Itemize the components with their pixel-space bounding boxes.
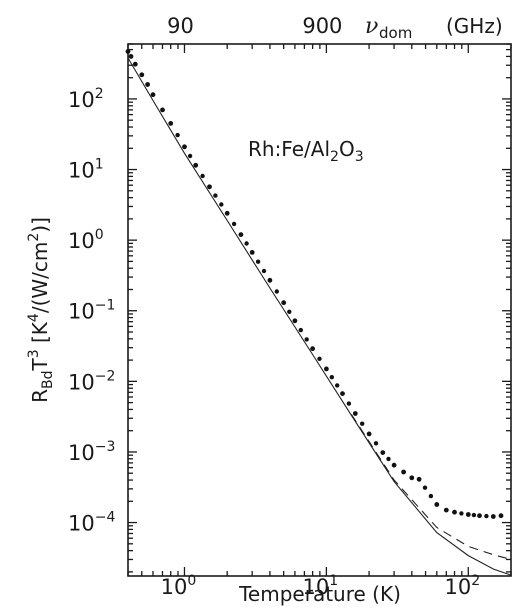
data-point <box>459 511 464 516</box>
top-axis-label: ν dom (GHz) <box>365 14 503 42</box>
data-point <box>125 49 131 54</box>
data-point <box>360 421 365 426</box>
data-point <box>352 411 358 416</box>
data-point <box>244 241 249 246</box>
data-point <box>213 193 218 198</box>
data-point <box>207 184 212 190</box>
x-axis-title: Temperature (K) <box>238 582 401 606</box>
top-axis-subscript: dom <box>379 24 412 42</box>
data-point <box>346 401 352 406</box>
series-dashed <box>350 414 512 561</box>
data-point <box>498 513 504 519</box>
y-tick-label: 102 <box>68 86 104 112</box>
series-layer <box>125 49 512 576</box>
data-point <box>477 513 482 519</box>
data-point <box>317 356 322 361</box>
data-point <box>335 383 340 388</box>
tick-layer: 100 101 102 102 101 100 10−1 10−2 10−3 10−4 90 900 <box>68 14 512 599</box>
y-tick-label: 10−2 <box>68 368 115 394</box>
data-point <box>219 202 224 207</box>
line-dashed <box>350 414 512 561</box>
top-axis-symbol: ν <box>365 14 378 39</box>
data-point <box>416 476 422 482</box>
plot-frame <box>127 43 512 577</box>
y-tick-label: 100 <box>68 227 104 253</box>
data-point <box>310 346 315 352</box>
sample-annotation: Rh:Fe/Al2O3 <box>248 137 364 165</box>
data-point <box>145 82 151 87</box>
x-tick-label: 100 <box>161 573 197 599</box>
data-point <box>274 289 279 294</box>
data-point <box>132 61 138 67</box>
data-point <box>465 512 471 517</box>
data-point <box>139 72 145 78</box>
data-point <box>373 441 379 446</box>
data-point <box>324 366 329 372</box>
x-tick-label: 102 <box>444 573 480 599</box>
y-tick-label: 10−4 <box>68 510 115 536</box>
top-tick-label: 90 <box>167 14 194 38</box>
data-point <box>193 162 199 168</box>
data-point <box>182 144 187 150</box>
data-point <box>434 502 440 507</box>
top-tick-label: 900 <box>302 14 342 38</box>
data-point <box>292 318 298 324</box>
data-point <box>255 259 261 264</box>
data-point <box>422 485 428 490</box>
data-point <box>409 475 415 481</box>
data-point <box>340 391 345 396</box>
data-point <box>484 513 489 519</box>
data-point <box>238 232 244 238</box>
y-tick-label: 10−3 <box>68 439 115 465</box>
data-point <box>224 210 230 216</box>
series-solid <box>127 57 512 576</box>
data-point <box>452 509 457 515</box>
data-point <box>267 277 273 283</box>
data-point <box>298 327 303 333</box>
data-point <box>160 107 165 113</box>
data-point <box>329 375 334 380</box>
data-point <box>281 300 287 306</box>
data-point <box>380 450 386 455</box>
y-tick-label: 101 <box>68 157 104 183</box>
data-point <box>366 431 372 437</box>
data-point <box>391 462 397 468</box>
data-point <box>386 456 391 462</box>
data-point <box>175 132 180 138</box>
data-point <box>200 173 205 179</box>
y-tick-label: 10−1 <box>68 298 115 324</box>
data-point <box>304 337 309 342</box>
data-point <box>249 250 255 255</box>
y-axis-title: RBdT3 [K4/(W/cm2)] <box>26 217 56 403</box>
line-solid <box>127 57 512 576</box>
x-tick-label: 101 <box>303 573 339 599</box>
data-point <box>287 309 292 314</box>
data-point <box>490 514 496 519</box>
data-point <box>150 92 156 98</box>
data-point <box>168 121 174 126</box>
series-dots <box>125 49 504 519</box>
data-point <box>471 512 477 518</box>
data-point <box>261 268 267 274</box>
data-point <box>428 493 434 499</box>
data-point <box>443 507 449 513</box>
data-point <box>231 221 237 227</box>
data-point <box>187 153 193 159</box>
data-point <box>401 469 406 475</box>
top-axis-unit: (GHz) <box>446 14 503 38</box>
